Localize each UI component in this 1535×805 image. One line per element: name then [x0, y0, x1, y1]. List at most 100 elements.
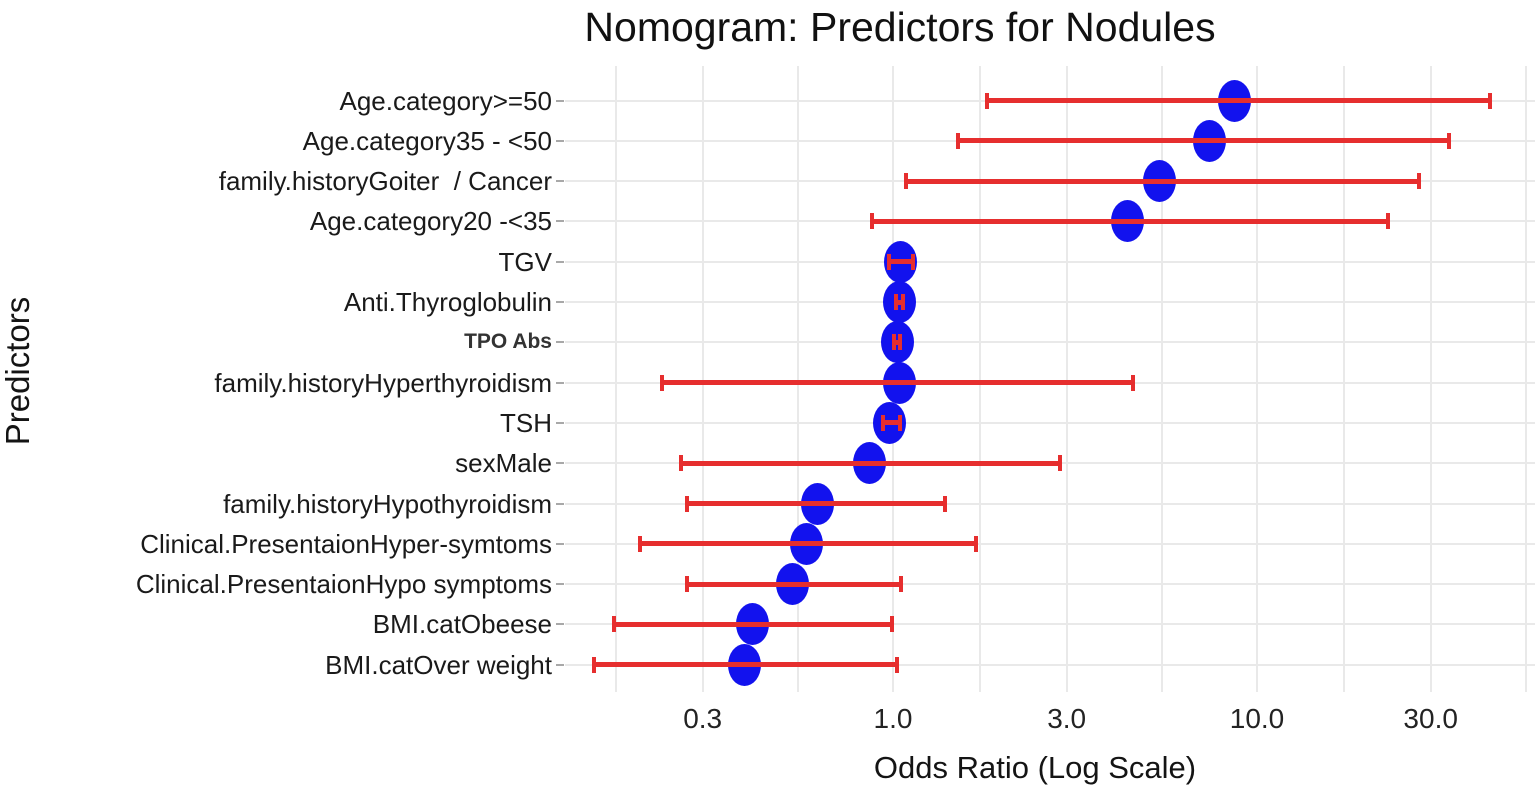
- error-bar-line: [985, 98, 1492, 103]
- error-bar-cap: [659, 374, 664, 391]
- error-bar-cap: [1385, 213, 1390, 230]
- horizontal-gridline: [565, 421, 1535, 424]
- y-axis-tick: [556, 542, 564, 545]
- y-axis-tick: [556, 623, 564, 626]
- vertical-gridline: [1524, 66, 1527, 692]
- horizontal-gridline: [565, 341, 1535, 344]
- error-bar-cap: [890, 616, 894, 633]
- error-bar-line: [686, 501, 947, 506]
- row-label: BMI.catObeese: [372, 609, 552, 640]
- y-axis-tick: [556, 180, 564, 183]
- row-label: family.historyGoiter / Cancer: [218, 166, 552, 197]
- x-tick-label: 10.0: [1229, 703, 1285, 734]
- y-axis-tick: [556, 421, 564, 424]
- row-label: BMI.catOver weight: [325, 649, 552, 680]
- vertical-gridline: [1342, 66, 1345, 692]
- error-bar-cap: [910, 253, 915, 270]
- x-tick-label: 0.3: [683, 703, 723, 734]
- y-axis-tick: [556, 220, 564, 223]
- y-axis-tick: [556, 341, 564, 344]
- error-bar-cap: [611, 616, 616, 633]
- error-bar-line: [593, 662, 898, 668]
- horizontal-gridline: [565, 502, 1535, 505]
- horizontal-gridline: [565, 663, 1535, 666]
- row-label: TPO Abs: [464, 330, 552, 354]
- error-bar-cap: [984, 92, 989, 109]
- error-bar-cap: [904, 173, 909, 190]
- error-bar-cap: [880, 414, 885, 431]
- row-label: family.historyHypothyroidism: [223, 488, 552, 519]
- error-bar-cap: [887, 253, 892, 270]
- y-axis-tick: [556, 301, 564, 303]
- row-label: Age.category>=50: [339, 85, 553, 116]
- vertical-gridline: [1160, 66, 1163, 692]
- vertical-gridline: [796, 66, 799, 692]
- row-label: Clinical.PresentaionHypo symptoms: [135, 569, 552, 600]
- error-bar-cap: [1488, 92, 1493, 109]
- y-axis-tick: [556, 502, 564, 505]
- error-bar-line: [686, 581, 903, 587]
- error-bar-cap: [685, 576, 690, 593]
- error-bar-cap: [592, 656, 597, 673]
- horizontal-gridline: [565, 623, 1535, 626]
- y-axis-tick: [556, 139, 564, 142]
- vertical-gridline: [1429, 66, 1432, 692]
- error-bar-cap: [1416, 173, 1421, 190]
- error-bar-line: [638, 541, 977, 547]
- error-bar-cap: [893, 294, 898, 310]
- error-bar-cap: [897, 334, 902, 351]
- y-axis-tick: [556, 462, 564, 465]
- error-bar-cap: [897, 414, 902, 431]
- error-bar-line: [893, 339, 901, 345]
- x-axis-title: Odds Ratio (Log Scale): [873, 750, 1197, 785]
- row-label: Clinical.PresentaionHyper-symtoms: [140, 528, 552, 559]
- x-tick-label: 3.0: [1047, 703, 1087, 734]
- error-bar-line: [957, 138, 1451, 144]
- chart-title: Nomogram: Predictors for Nodules: [584, 4, 1216, 50]
- error-bar-line: [660, 380, 1135, 386]
- vertical-gridline: [701, 66, 704, 692]
- error-bar-cap: [1447, 132, 1452, 149]
- horizontal-gridline: [565, 583, 1535, 586]
- error-bar-line: [894, 299, 904, 305]
- error-bar-cap: [900, 294, 905, 310]
- error-bar-cap: [869, 213, 874, 230]
- row-label: TSH: [500, 407, 552, 438]
- error-bar-cap: [899, 576, 904, 593]
- y-axis-tick: [556, 663, 564, 666]
- error-bar-line: [888, 259, 914, 265]
- error-bar-line: [881, 420, 901, 426]
- error-bar-line: [905, 178, 1420, 184]
- vertical-gridline: [614, 66, 617, 692]
- row-label: family.historyHyperthyroidism: [214, 367, 552, 398]
- y-axis-tick: [556, 583, 564, 586]
- error-bar-cap: [892, 334, 896, 351]
- error-bar-cap: [943, 495, 948, 512]
- row-label: Age.category35 - <50: [302, 125, 552, 156]
- horizontal-gridline: [565, 260, 1535, 263]
- vertical-gridline: [978, 66, 981, 692]
- y-axis-tick: [556, 99, 564, 102]
- error-bar-cap: [679, 455, 684, 472]
- row-label: sexMale: [455, 448, 552, 479]
- y-axis-tick: [556, 260, 564, 263]
- x-tick-label: 1.0: [873, 703, 913, 734]
- row-label: TGV: [498, 246, 552, 277]
- y-axis-tick: [556, 381, 564, 384]
- horizontal-gridline: [565, 542, 1535, 545]
- horizontal-gridline: [565, 301, 1535, 303]
- error-bar-cap: [956, 132, 961, 149]
- error-bar-line: [612, 621, 893, 627]
- error-bar-cap: [1058, 455, 1063, 472]
- error-bar-cap: [1131, 374, 1136, 391]
- x-tick-label: 30.0: [1403, 703, 1458, 734]
- error-bar-cap: [894, 656, 899, 673]
- row-label: Age.category20 -<35: [309, 206, 552, 237]
- error-bar-cap: [685, 495, 690, 512]
- error-bar-cap: [637, 535, 642, 552]
- error-bar-line: [680, 460, 1062, 466]
- error-bar-line: [870, 218, 1389, 224]
- vertical-gridline: [1256, 66, 1258, 692]
- row-label: Anti.Thyroglobulin: [343, 287, 552, 317]
